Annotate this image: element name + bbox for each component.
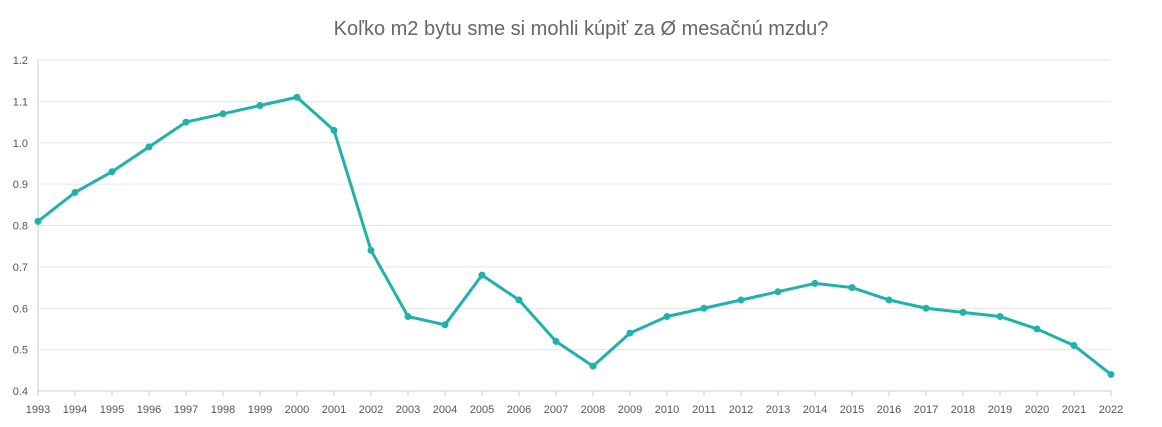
y-axis: 0.4 0.5 0.6 0.7 0.8 0.9 1.0 1.1 1.2	[13, 55, 39, 398]
x-tick-label: 2010	[655, 404, 679, 416]
data-point	[404, 313, 412, 321]
data-point	[589, 362, 597, 370]
data-point	[293, 93, 301, 101]
data-point	[552, 337, 560, 345]
x-tick-label: 1996	[137, 404, 161, 416]
data-point	[515, 296, 523, 304]
x-tick-label: 2019	[988, 404, 1012, 416]
x-tick-label: 1993	[26, 404, 50, 416]
data-point	[663, 313, 671, 321]
data-point	[219, 110, 227, 118]
data-point	[478, 271, 486, 279]
data-point	[1033, 325, 1041, 333]
x-tick-label: 2022	[1099, 404, 1123, 416]
y-tick-label: 1.1	[13, 96, 28, 108]
x-tick-label: 2012	[729, 404, 753, 416]
x-tick-label: 2016	[877, 404, 901, 416]
data-point	[330, 126, 338, 134]
chart-title: Koľko m2 bytu sme si mohli kúpiť za Ø me…	[333, 18, 829, 40]
data-point	[774, 288, 782, 296]
data-point	[959, 308, 967, 316]
x-tick-label: 2014	[803, 404, 827, 416]
x-tick-label: 1997	[174, 404, 198, 416]
x-tick-label: 2021	[1062, 404, 1086, 416]
data-point	[108, 168, 116, 176]
x-axis: 1993 1994 1995 1996 1997 1998 1999 2000 2001 2002…	[26, 391, 1123, 416]
data-point	[367, 246, 375, 254]
y-tick-label: 1.2	[13, 55, 28, 67]
data-point	[996, 313, 1004, 321]
data-point	[256, 102, 264, 110]
x-tick-label: 2003	[396, 404, 420, 416]
data-point	[700, 304, 708, 312]
x-tick-label: 2009	[618, 404, 642, 416]
x-tick-label: 1994	[63, 404, 87, 416]
x-tick-label: 2013	[766, 404, 790, 416]
data-point	[71, 188, 79, 196]
x-tick-label: 1998	[211, 404, 235, 416]
data-point	[848, 284, 856, 292]
data-point	[737, 296, 745, 304]
x-tick-label: 2002	[359, 404, 383, 416]
y-tick-label: 0.6	[13, 303, 28, 315]
x-tick-label: 2005	[470, 404, 494, 416]
x-tick-label: 1999	[248, 404, 272, 416]
y-tick-label: 0.8	[13, 221, 28, 233]
x-tick-label: 2000	[285, 404, 309, 416]
x-tick-label: 2006	[507, 404, 531, 416]
x-tick-label: 2007	[544, 404, 568, 416]
series	[34, 93, 1115, 378]
x-tick-label: 2008	[581, 404, 605, 416]
x-tick-label: 2004	[433, 404, 457, 416]
data-point	[145, 143, 153, 151]
y-tick-label: 0.7	[13, 262, 28, 274]
y-tick-label: 0.4	[13, 386, 28, 398]
y-tick-label: 0.5	[13, 345, 28, 357]
x-tick-label: 2017	[914, 404, 938, 416]
x-tick-label: 2001	[322, 404, 346, 416]
x-tick-label: 2015	[840, 404, 864, 416]
y-tick-label: 1.0	[13, 138, 28, 150]
data-point	[34, 217, 42, 225]
x-tick-label: 2020	[1025, 404, 1049, 416]
data-point	[885, 296, 893, 304]
x-tick-label: 2018	[951, 404, 975, 416]
x-tick-label: 2011	[692, 404, 716, 416]
y-tick-label: 0.9	[13, 179, 28, 191]
data-point	[182, 118, 190, 126]
data-point	[626, 329, 634, 337]
data-point	[1070, 341, 1078, 349]
data-point	[811, 279, 819, 287]
data-point	[441, 321, 449, 329]
series-line	[36, 95, 1113, 376]
data-point	[922, 304, 930, 312]
x-tick-label: 1995	[100, 404, 124, 416]
grid-lines	[38, 59, 1111, 392]
data-point	[1107, 370, 1115, 378]
